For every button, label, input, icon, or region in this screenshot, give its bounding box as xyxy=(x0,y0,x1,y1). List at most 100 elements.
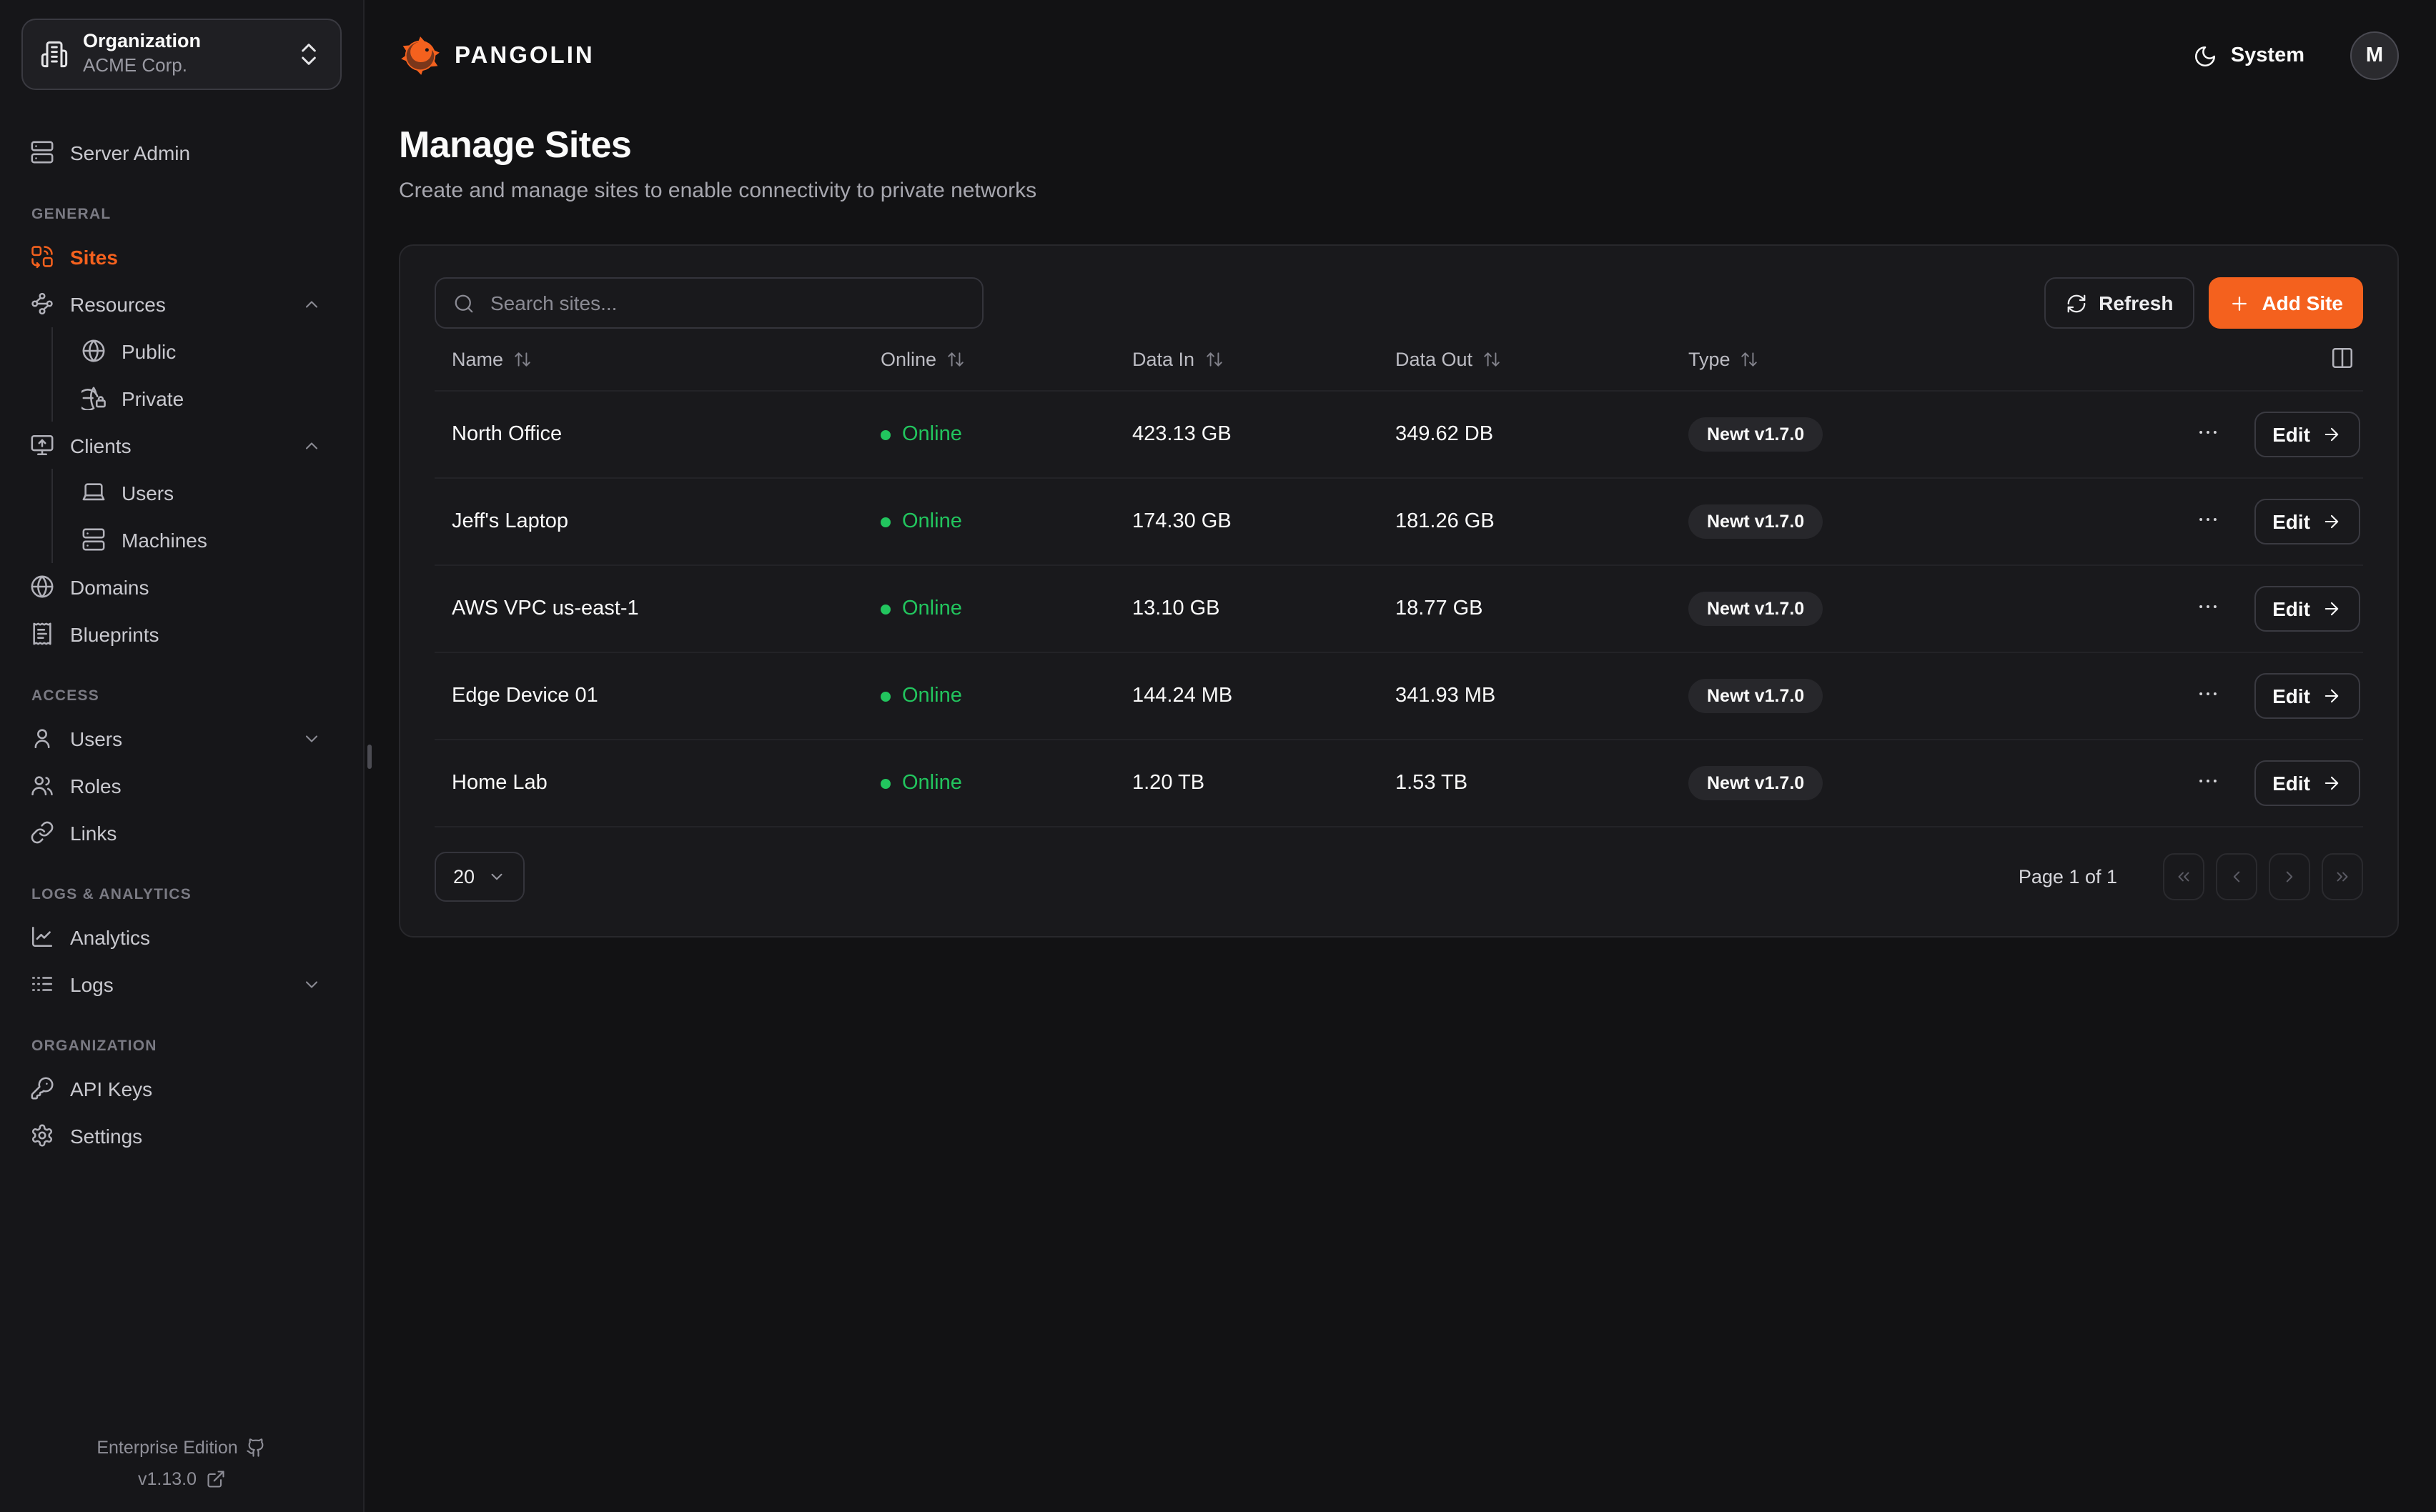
arrow-right-icon xyxy=(2322,599,2342,619)
edit-button[interactable]: Edit xyxy=(2254,586,2360,632)
type-badge: Newt v1.7.0 xyxy=(1688,679,1823,713)
sidebar-item-api-keys[interactable]: API Keys xyxy=(21,1065,342,1112)
server-icon xyxy=(81,527,106,552)
sidebar-item-domains[interactable]: Domains xyxy=(21,563,342,610)
status-badge: Online xyxy=(881,510,1132,533)
table-header: Name Online Data In Data Out Type xyxy=(435,329,2363,392)
row-menu-button[interactable] xyxy=(2195,682,2219,710)
sidebar-item-sites[interactable]: Sites xyxy=(21,233,342,280)
sidebar-scrollbar-thumb[interactable] xyxy=(367,745,372,769)
section-label-access: ACCESS xyxy=(31,687,100,705)
edit-button[interactable]: Edit xyxy=(2254,673,2360,719)
status-badge: Online xyxy=(881,685,1132,707)
external-link-icon xyxy=(205,1469,225,1489)
column-header-data-in[interactable]: Data In xyxy=(1132,349,1395,370)
sidebar-item-resources[interactable]: Resources xyxy=(21,280,342,327)
sidebar-item-roles[interactable]: Roles xyxy=(21,762,342,809)
site-name: Jeff's Laptop xyxy=(452,510,569,533)
online-dot xyxy=(881,691,891,701)
column-header-type[interactable]: Type xyxy=(1688,349,2330,370)
sidebar-item-clients[interactable]: Clients xyxy=(21,422,342,469)
columns-icon xyxy=(2330,345,2355,369)
gear-icon xyxy=(30,1123,54,1148)
sidebar-item-links[interactable]: Links xyxy=(21,809,342,856)
sidebar-item-server-admin[interactable]: Server Admin xyxy=(21,129,342,176)
section-label-general: GENERAL xyxy=(31,206,112,223)
row-menu-button[interactable] xyxy=(2195,595,2219,623)
next-page-button[interactable] xyxy=(2269,853,2310,900)
sort-icon xyxy=(1741,350,1759,369)
clients-subgroup: Users Machines xyxy=(51,469,342,563)
first-page-button[interactable] xyxy=(2163,853,2204,900)
column-header-online[interactable]: Online xyxy=(881,349,1132,370)
chevron-up-icon xyxy=(302,435,322,455)
data-in-value: 174.30 GB xyxy=(1132,510,1232,533)
table-row: AWS VPC us-east-1 Online 13.10 GB 18.77 … xyxy=(435,566,2363,653)
sidebar-item-client-users[interactable]: Users xyxy=(81,469,342,516)
user-icon xyxy=(30,726,54,750)
type-badge: Newt v1.7.0 xyxy=(1688,417,1823,452)
column-header-name[interactable]: Name xyxy=(452,349,881,370)
row-menu-button[interactable] xyxy=(2195,507,2219,536)
plus-icon xyxy=(2229,292,2250,314)
type-badge: Newt v1.7.0 xyxy=(1688,766,1823,800)
last-page-button[interactable] xyxy=(2322,853,2363,900)
column-visibility-button[interactable] xyxy=(2330,345,2355,374)
refresh-icon xyxy=(2066,292,2087,314)
ellipsis-icon xyxy=(2195,769,2219,793)
ellipsis-icon xyxy=(2195,595,2219,619)
sidebar-item-logs[interactable]: Logs xyxy=(21,960,342,1008)
edit-button[interactable]: Edit xyxy=(2254,412,2360,457)
sort-icon xyxy=(946,350,965,369)
sidebar: Organization ACME Corp. Server Admin GEN… xyxy=(0,0,365,1512)
table-row: North Office Online 423.13 GB 349.62 DB … xyxy=(435,392,2363,479)
page-size-select[interactable]: 20 xyxy=(435,852,525,902)
version-link[interactable]: v1.13.0 xyxy=(138,1469,225,1489)
org-selector-title: Organization xyxy=(83,30,202,52)
brand-name: PANGOLIN xyxy=(455,42,595,68)
org-selector[interactable]: Organization ACME Corp. xyxy=(21,19,342,90)
column-header-data-out[interactable]: Data Out xyxy=(1395,349,1688,370)
arrow-right-icon xyxy=(2322,424,2342,444)
org-selector-value: ACME Corp. xyxy=(83,54,187,76)
theme-toggle[interactable]: System xyxy=(2185,42,2313,69)
status-badge: Online xyxy=(881,423,1132,446)
prev-page-button[interactable] xyxy=(2216,853,2257,900)
type-badge: Newt v1.7.0 xyxy=(1688,504,1823,539)
row-menu-button[interactable] xyxy=(2195,420,2219,449)
ellipsis-icon xyxy=(2195,420,2219,444)
edit-button[interactable]: Edit xyxy=(2254,499,2360,544)
chevron-down-icon xyxy=(302,974,322,994)
resources-subgroup: Public Private xyxy=(51,327,342,422)
chevrons-up-down-icon xyxy=(294,40,323,69)
chart-line-icon xyxy=(30,925,54,949)
edition-link[interactable]: Enterprise Edition xyxy=(96,1438,266,1458)
user-avatar[interactable]: M xyxy=(2350,31,2399,80)
pagination: 20 Page 1 of 1 xyxy=(435,852,2363,902)
sidebar-item-machines[interactable]: Machines xyxy=(81,516,342,563)
data-in-value: 423.13 GB xyxy=(1132,423,1232,446)
logs-icon xyxy=(30,972,54,996)
add-site-button[interactable]: Add Site xyxy=(2209,277,2363,329)
monitor-up-icon xyxy=(30,433,54,457)
search-input[interactable] xyxy=(487,290,965,316)
sidebar-item-private[interactable]: Private xyxy=(81,374,342,422)
laptop-icon xyxy=(81,480,106,504)
sidebar-item-public[interactable]: Public xyxy=(81,327,342,374)
online-dot xyxy=(881,604,891,614)
sidebar-item-blueprints[interactable]: Blueprints xyxy=(21,610,342,657)
status-badge: Online xyxy=(881,597,1132,620)
section-label-logs-analytics: LOGS & ANALYTICS xyxy=(31,886,192,903)
sidebar-item-analytics[interactable]: Analytics xyxy=(21,913,342,960)
row-menu-button[interactable] xyxy=(2195,769,2219,797)
globe-icon xyxy=(30,575,54,599)
sidebar-item-users[interactable]: Users xyxy=(21,715,342,762)
refresh-button[interactable]: Refresh xyxy=(2044,277,2195,329)
users-icon xyxy=(30,773,54,797)
table-row: Edge Device 01 Online 144.24 MB 341.93 M… xyxy=(435,653,2363,740)
edit-button[interactable]: Edit xyxy=(2254,760,2360,806)
site-name: Home Lab xyxy=(452,772,548,795)
sidebar-item-settings[interactable]: Settings xyxy=(21,1112,342,1159)
link-icon xyxy=(30,820,54,845)
